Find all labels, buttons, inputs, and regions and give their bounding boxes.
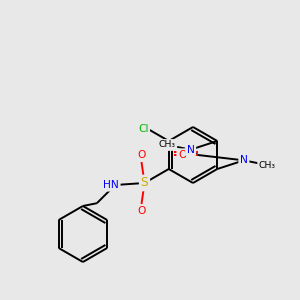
Text: HN: HN (103, 180, 119, 190)
Text: N: N (187, 145, 195, 155)
Text: O: O (137, 150, 146, 160)
Text: CH₃: CH₃ (159, 140, 176, 149)
Text: Cl: Cl (138, 124, 148, 134)
Text: O: O (178, 150, 186, 160)
Text: N: N (240, 155, 248, 165)
Text: O: O (137, 206, 146, 216)
Text: S: S (141, 176, 148, 190)
Text: CH₃: CH₃ (259, 160, 276, 169)
